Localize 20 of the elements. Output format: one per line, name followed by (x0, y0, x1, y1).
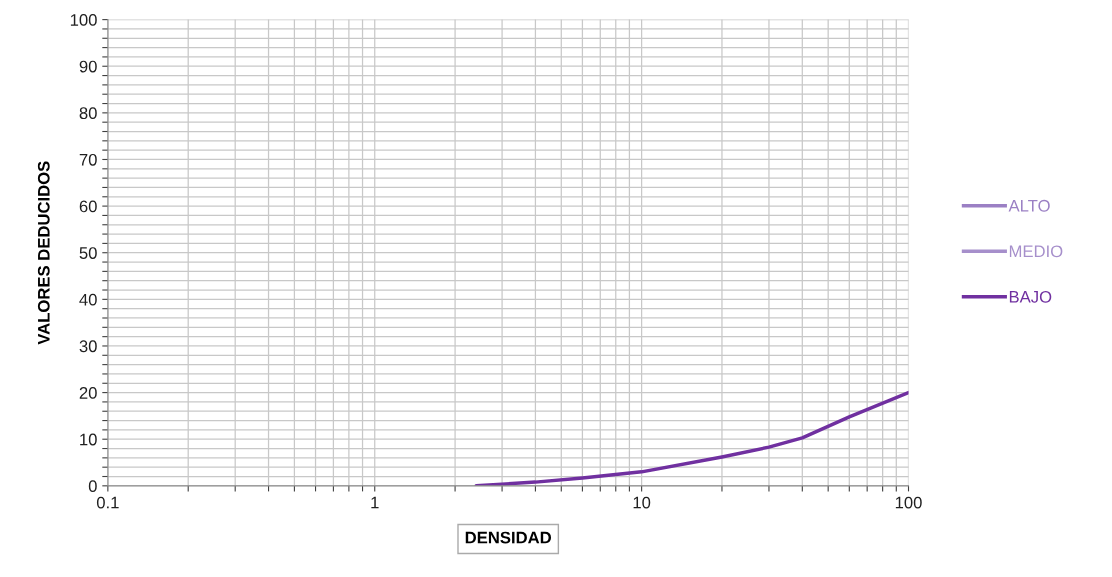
x-tick-label: 100 (895, 496, 922, 509)
y-tick-label: 40 (79, 293, 97, 306)
x-tick-label: 10 (633, 496, 651, 509)
x-tick-label: 0.1 (96, 496, 119, 509)
y-tick-label: 90 (79, 60, 97, 73)
legend-label: ALTO (1008, 199, 1050, 212)
y-tick-label: 70 (79, 153, 97, 166)
y-tick-label: 20 (79, 386, 97, 399)
legend-label: BAJO (1009, 290, 1052, 303)
x-axis-title: DENSIDAD (465, 531, 551, 544)
y-tick-label: 30 (79, 340, 97, 353)
y-tick-label: 100 (70, 14, 97, 26)
y-tick-label: 50 (79, 247, 97, 259)
y-tick-label: 0 (88, 480, 97, 493)
y-axis-title: VALORES DEDUCIDOS (37, 161, 50, 345)
y-tick-label: 80 (79, 107, 97, 120)
x-tick-label: 1 (371, 496, 379, 509)
legend-label: MEDIO (1009, 245, 1063, 258)
y-tick-label: 10 (80, 433, 97, 446)
y-tick-label: 60 (79, 200, 97, 213)
